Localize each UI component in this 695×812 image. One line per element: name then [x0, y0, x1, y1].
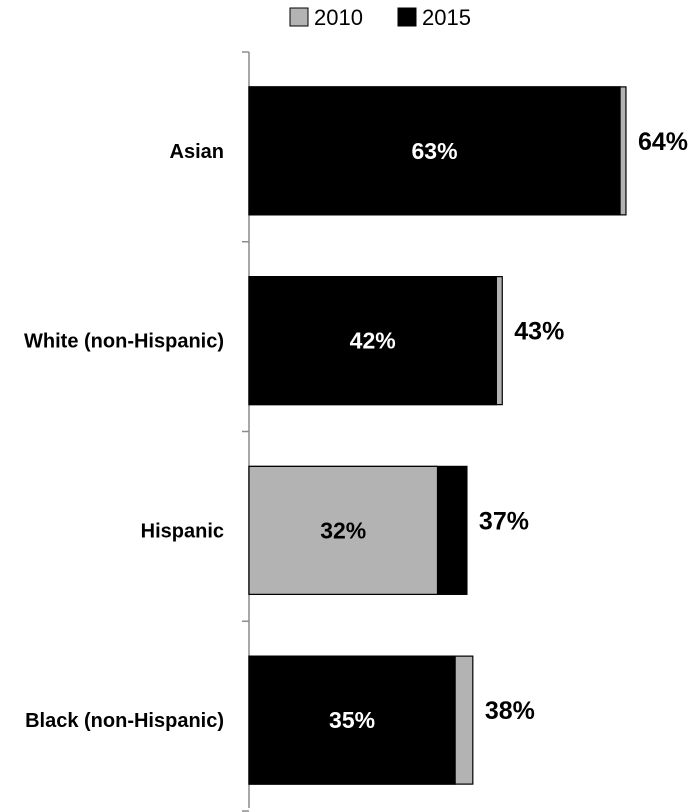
legend-swatch-2010	[289, 7, 309, 27]
outer-value-label: 38%	[485, 697, 535, 725]
outer-value-label: 43%	[514, 318, 564, 346]
inner-value-label: 32%	[320, 517, 366, 543]
bar-2010-hispanic	[248, 465, 439, 595]
legend-label-2010: 2010	[314, 5, 363, 30]
axis-ticks	[242, 51, 249, 812]
category-label-white-non-hispanic: White (non-Hispanic)	[24, 331, 224, 353]
category-label-asian: Asian	[170, 141, 224, 163]
outer-value-label: 37%	[479, 507, 529, 535]
legend-label-2015: 2015	[422, 5, 471, 30]
legend: 2010 2015	[289, 5, 471, 30]
bar-2015-white-non-hispanic	[248, 276, 497, 406]
bar-2015-asian	[248, 86, 621, 216]
category-label-black-non-hispanic: Black (non-Hispanic)	[25, 710, 224, 732]
labels: Asian 63% 64% White (non-Hispanic) 42% 43% His…	[24, 128, 688, 733]
bar-2015-black-non-hispanic	[248, 655, 456, 785]
inner-value-label: 42%	[350, 328, 396, 354]
category-label-hispanic: Hispanic	[141, 520, 224, 542]
inner-value-label: 63%	[412, 138, 458, 164]
outer-value-label: 64%	[638, 128, 688, 156]
legend-swatch-2015	[397, 7, 417, 27]
bars	[248, 86, 627, 785]
inner-value-label: 35%	[329, 707, 375, 733]
